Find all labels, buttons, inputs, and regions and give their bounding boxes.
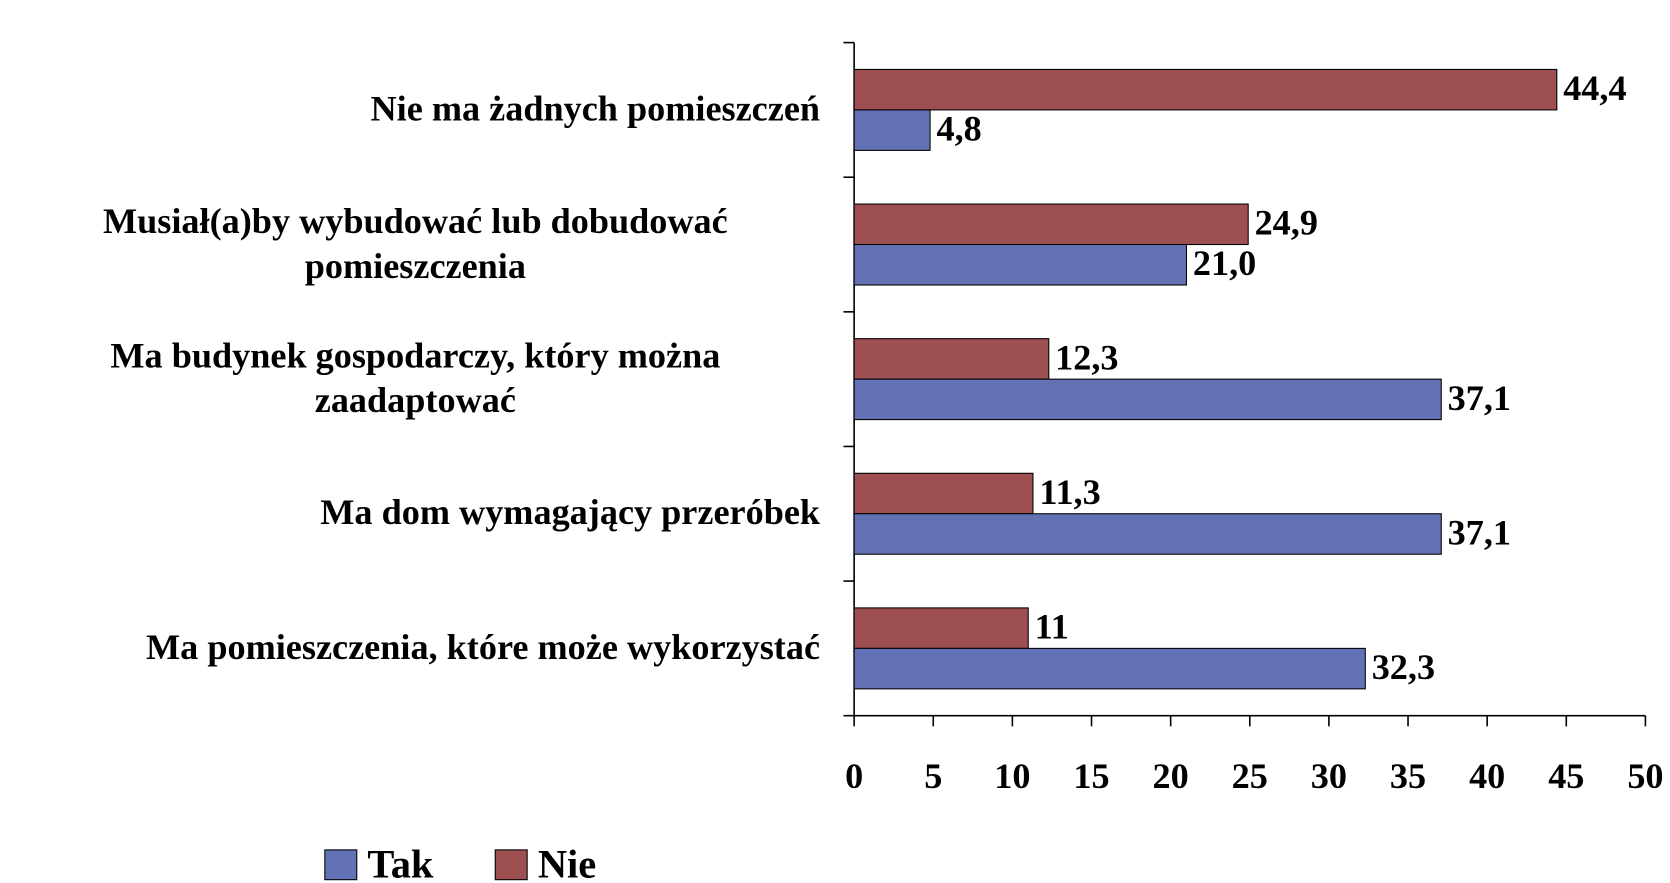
value-label: 44,4 (1563, 68, 1626, 108)
value-label: 37,1 (1448, 378, 1511, 418)
bar (853, 607, 1029, 649)
value-label: 12,3 (1055, 337, 1118, 377)
value-label: 32,3 (1372, 647, 1435, 687)
legend-label: Nie (538, 841, 596, 883)
value-label: 21,0 (1193, 243, 1256, 283)
legend-swatch (494, 849, 528, 881)
category-label: Ma budynek gospodarczy, który można zaad… (110, 336, 721, 421)
category-label: Musiał(a)by wybudować lub dobudować pomi… (102, 201, 728, 287)
legend-swatch (324, 849, 358, 881)
value-label: 11,3 (1039, 472, 1100, 512)
value-label: 37,1 (1448, 512, 1511, 552)
x-tick-label: 10 (994, 756, 1030, 796)
bar (853, 203, 1249, 246)
category-label: Ma dom wymagający przeróbek (320, 493, 821, 533)
x-tick-label: 0 (845, 756, 863, 796)
bar (853, 378, 1442, 421)
category-label: Nie ma żadnych pomieszczeń (370, 89, 821, 130)
category-label: Ma pomieszczenia, które może wykorzystać (146, 628, 821, 668)
x-tick-label: 30 (1311, 756, 1347, 796)
bar (853, 243, 1188, 286)
x-tick-label: 50 (1627, 756, 1663, 796)
legend-label: Tak (367, 841, 434, 883)
value-label: 4,8 (936, 109, 981, 149)
x-tick-label: 20 (1153, 756, 1189, 796)
x-tick-label: 35 (1390, 756, 1426, 796)
x-tick-label: 25 (1232, 756, 1268, 796)
bar (853, 513, 1442, 555)
value-label: 24,9 (1255, 203, 1318, 243)
value-label: 11 (1035, 607, 1069, 647)
bar (853, 472, 1034, 515)
bar (853, 647, 1366, 690)
x-tick-label: 40 (1469, 756, 1505, 796)
x-tick-label: 5 (924, 756, 942, 796)
bar (853, 338, 1050, 380)
bar (853, 109, 931, 151)
bar (853, 68, 1558, 111)
x-tick-label: 45 (1548, 756, 1584, 796)
x-tick-label: 15 (1073, 756, 1109, 796)
